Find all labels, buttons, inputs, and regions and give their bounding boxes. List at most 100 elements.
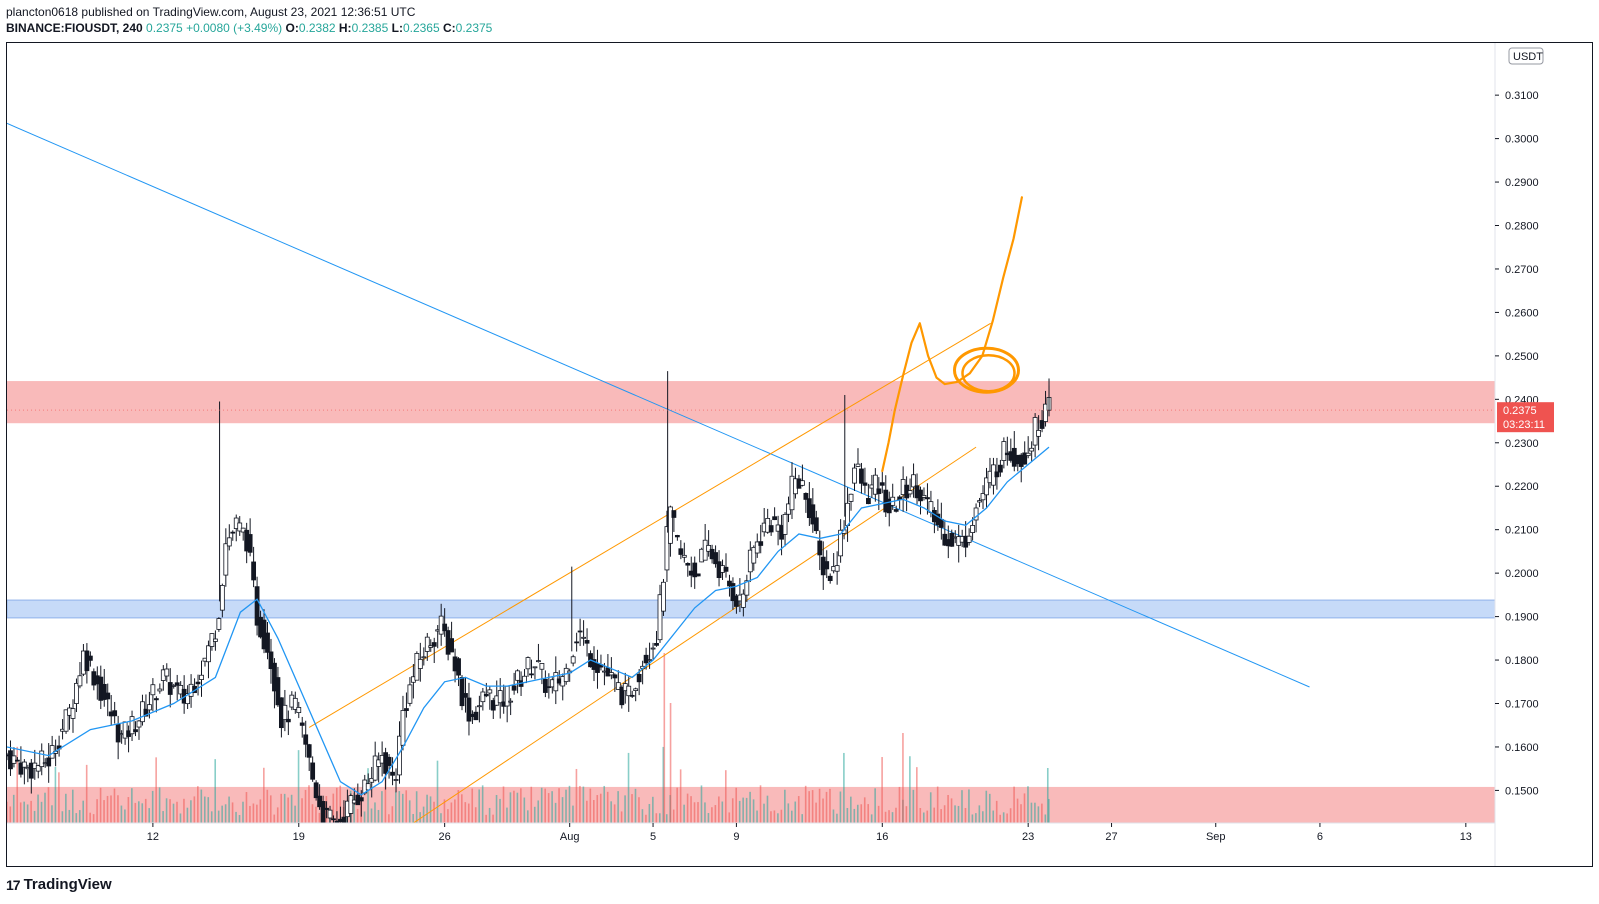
volume-bar [92, 814, 95, 823]
volume-bar [540, 787, 543, 823]
volume-bar [488, 807, 491, 823]
volume-bar-spike [1046, 768, 1049, 823]
volume-bar [947, 795, 949, 823]
x-tick-label: 13 [1460, 831, 1472, 843]
candle-body [35, 765, 41, 772]
candle-body [442, 623, 448, 632]
volume-bar [839, 791, 842, 823]
volume-bar [797, 796, 800, 823]
volume-bar [16, 746, 19, 823]
candle-body [827, 575, 833, 582]
candle-body [723, 566, 729, 572]
volume-bar-spike [669, 703, 672, 823]
volume-bar [909, 756, 911, 823]
volume-bar [829, 788, 831, 823]
candle-body [497, 690, 503, 704]
last-price: 0.2375 [146, 21, 183, 35]
candle-body [400, 710, 406, 746]
volume-bar [968, 789, 970, 823]
candle-body [331, 818, 336, 821]
candle-body [393, 779, 399, 781]
volume-bar [787, 803, 790, 823]
volume-bar [33, 810, 36, 823]
volume-bar [151, 790, 154, 823]
candle-body [147, 704, 152, 711]
drawing-arrow-path [881, 196, 1024, 473]
volume-bar [724, 770, 727, 823]
candle-body [657, 594, 663, 641]
volume-bar [815, 802, 817, 823]
x-tick-label: 6 [1317, 831, 1323, 843]
price-chart[interactable]: 0.1500 0.1600 0.1700 0.1800 0.1900 0.2000 0.21… [7, 43, 1592, 866]
volume-bar [718, 796, 720, 823]
candle-body [39, 750, 45, 768]
candle-body [63, 709, 69, 732]
volume-bar [589, 788, 592, 823]
candle-body [563, 667, 569, 683]
candle-body [977, 500, 982, 503]
volume-bar [58, 772, 60, 823]
candle-body [21, 761, 27, 768]
candle-body [15, 759, 20, 762]
volume-bar [186, 807, 189, 823]
volume-bar [148, 808, 151, 823]
candle-body [46, 757, 52, 767]
candle-body [800, 480, 805, 486]
volume-bar [12, 794, 15, 823]
volume-bar [825, 791, 828, 823]
volume-bar [113, 788, 116, 823]
volume-bar [96, 799, 98, 823]
tradingview-logo[interactable]: 17 TradingView [6, 876, 112, 893]
candle-body [626, 685, 632, 697]
volume-bar [742, 797, 744, 823]
volume-bar [693, 802, 696, 823]
volume-bar [37, 794, 39, 823]
volume-bar [231, 802, 234, 823]
volume-bar [124, 809, 126, 823]
volume-bar [884, 811, 887, 823]
candle-body [813, 517, 819, 532]
candle-body [348, 795, 354, 814]
volume-bar [596, 795, 599, 823]
volume-bar [1002, 812, 1005, 823]
candle-body [713, 552, 718, 565]
volume-bar [916, 767, 918, 823]
y-tick-label: 0.2900 [1505, 177, 1539, 189]
volume-bar [867, 804, 870, 823]
volume-bar [662, 746, 665, 823]
candle-body [848, 493, 854, 502]
volume-bar [193, 796, 196, 823]
volume-bar [280, 793, 282, 823]
volume-bar [256, 804, 258, 823]
volume-bar [992, 810, 995, 823]
candle-body [466, 697, 472, 722]
volume-bar [158, 787, 161, 823]
volume-bar [495, 794, 498, 823]
candle-body [876, 488, 882, 495]
volume-bar [339, 785, 342, 823]
candle-body [654, 643, 659, 646]
volume-bar [714, 805, 717, 823]
volume-bar [978, 805, 981, 823]
volume-bar [263, 767, 265, 823]
x-tick-label: 23 [1022, 831, 1034, 843]
chart-frame: 0.1500 0.1600 0.1700 0.1800 0.1900 0.2000 0.21… [6, 42, 1593, 867]
candle-body [386, 756, 392, 766]
candle-body [866, 498, 871, 505]
volume-bar [895, 807, 897, 823]
volume-bar [197, 786, 199, 823]
y-tick-label: 0.3000 [1505, 134, 1539, 146]
volume-bar [1041, 803, 1043, 823]
descending-trendline [7, 122, 1310, 688]
volume-bar [481, 785, 484, 823]
candle-body [341, 816, 347, 823]
candle-body [199, 674, 204, 680]
symbol-name[interactable]: BINANCE:FIOUSDT, 240 [6, 21, 143, 35]
candle-body [223, 543, 229, 576]
candle-body [456, 658, 461, 676]
volume-bar [568, 785, 571, 823]
volume-bar [790, 810, 793, 823]
candle-body [77, 675, 83, 687]
candle-body [18, 762, 24, 775]
volume-bar [926, 810, 929, 823]
